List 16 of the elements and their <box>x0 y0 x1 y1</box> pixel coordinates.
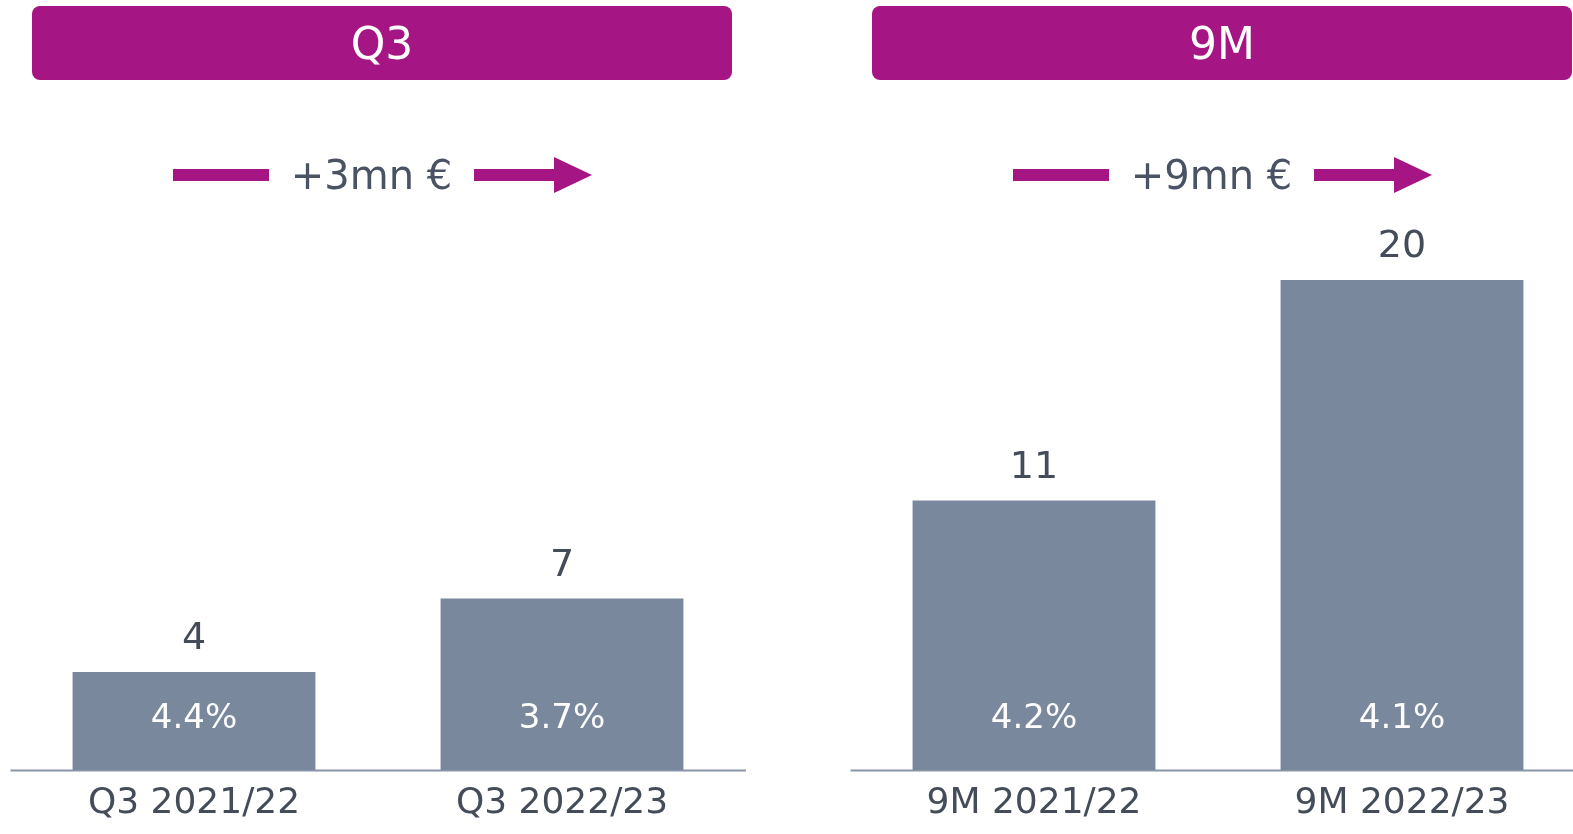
x-tick-label: 9M 2022/23 <box>1294 779 1510 821</box>
x-tick-label: Q3 2022/23 <box>455 779 669 821</box>
data-label: 20 <box>1377 222 1427 266</box>
text: +9mn € <box>1130 152 1293 198</box>
annotation: 4.4% <box>150 696 238 736</box>
annotation: 3.7% <box>518 696 606 736</box>
text: +3mn € <box>290 152 453 198</box>
chart-title: Q3 <box>32 6 732 80</box>
annotation: 4.2% <box>990 696 1078 736</box>
x-tick-label: 9M 2021/22 <box>926 779 1142 821</box>
data-label: 4 <box>181 614 207 658</box>
x-tick-label: Q3 2021/22 <box>87 779 301 821</box>
data-label: 11 <box>1009 442 1059 487</box>
data-label: 7 <box>549 540 575 585</box>
chart-title: 9M <box>872 6 1572 80</box>
annotation: 4.1% <box>1358 696 1446 736</box>
